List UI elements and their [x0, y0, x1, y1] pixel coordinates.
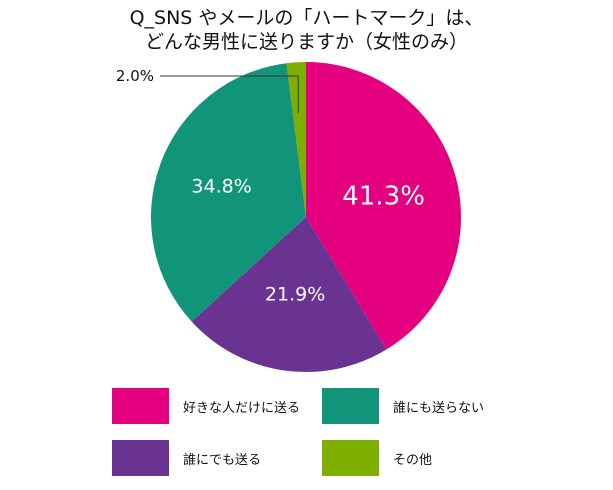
legend-item-other: その他 [322, 440, 432, 476]
pie-slice-send-to-anyone [191, 217, 387, 372]
pie-label-send-to-anyone: 21.9% [265, 283, 325, 305]
legend-swatch-send-to-nobody [322, 388, 379, 424]
chart-title-line-2: どんな男性に送りますか（女性のみ） [144, 31, 468, 53]
chart-title: Q_SNS やメールの「ハートマーク」は、 どんな男性に送りますか（女性のみ） [0, 6, 613, 54]
legend-swatch-send-to-anyone [112, 440, 169, 476]
legend-item-only-loved-one: 好きな人だけに送る [112, 388, 300, 424]
legend: 好きな人だけに送る 誰にも送らない 誰にでも送る その他 [112, 388, 532, 478]
legend-swatch-other [322, 440, 379, 476]
legend-label-send-to-nobody: 誰にも送らない [393, 400, 485, 416]
chart-title-line-1: Q_SNS やメールの「ハートマーク」は、 [129, 7, 484, 29]
pie-slice-only-loved-one [306, 62, 461, 350]
legend-item-send-to-nobody: 誰にも送らない [322, 388, 484, 424]
pie-label-other: 2.0% [116, 67, 154, 85]
pie-slice-send-to-nobody [151, 63, 306, 322]
legend-swatch-only-loved-one [112, 388, 169, 424]
legend-label-only-loved-one: 好きな人だけに送る [183, 400, 301, 416]
pie-slice-other [286, 62, 306, 217]
legend-label-send-to-anyone: 誰にでも送る [183, 452, 262, 468]
pie-label-send-to-nobody: 34.8% [191, 176, 251, 198]
callout-line-other [160, 75, 299, 114]
legend-item-send-to-anyone: 誰にでも送る [112, 440, 261, 476]
pie-label-only-loved-one: 41.3% [342, 181, 425, 211]
legend-label-other: その他 [393, 452, 433, 468]
